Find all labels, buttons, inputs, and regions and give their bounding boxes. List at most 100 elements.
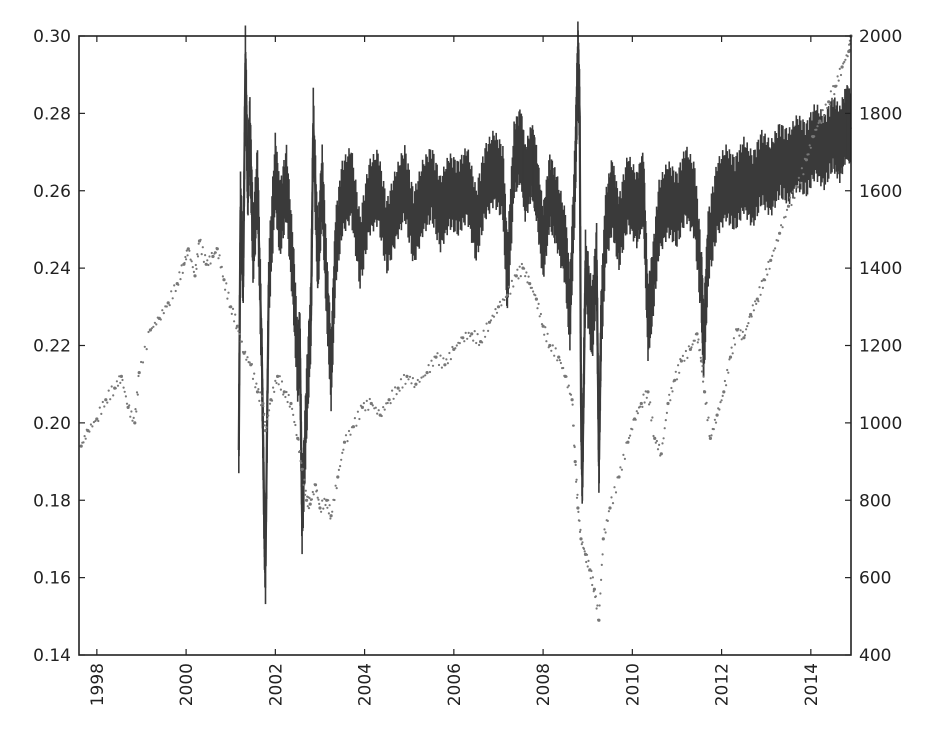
data-point-fill <box>553 354 556 357</box>
data-point-fill <box>245 358 248 361</box>
data-point-fill <box>562 366 565 370</box>
data-point-fill <box>224 288 227 291</box>
data-point <box>722 390 726 394</box>
data-point-fill <box>155 323 158 326</box>
data-point <box>576 506 580 510</box>
data-point-fill <box>386 401 389 405</box>
data-point-fill <box>181 271 184 274</box>
data-point-fill <box>523 267 526 270</box>
data-point <box>318 506 322 510</box>
data-point-fill <box>286 400 289 404</box>
data-point-fill <box>613 486 616 489</box>
data-point-fill <box>574 463 577 466</box>
data-point-fill <box>458 342 461 345</box>
data-point-fill <box>545 340 548 343</box>
data-point-fill <box>263 412 266 415</box>
data-point-fill <box>649 401 652 404</box>
data-point <box>360 405 364 409</box>
data-point-fill <box>582 547 586 551</box>
data-point <box>405 374 409 378</box>
data-point <box>425 371 429 375</box>
data-point-fill <box>665 411 669 414</box>
data-point-fill <box>199 238 202 241</box>
data-point-fill <box>809 146 812 149</box>
data-point-fill <box>220 265 223 268</box>
data-point-fill <box>233 320 236 323</box>
left-tick-label: 0.16 <box>33 569 71 589</box>
data-point-fill <box>293 420 296 424</box>
data-point-fill <box>221 275 224 278</box>
data-point-fill <box>610 496 613 499</box>
data-point-fill <box>349 433 352 436</box>
data-point <box>193 274 197 278</box>
data-point-fill <box>209 262 212 265</box>
data-point-fill <box>161 309 164 312</box>
data-point-fill <box>324 503 327 507</box>
data-point-fill <box>654 441 657 444</box>
data-point-fill <box>91 425 94 428</box>
data-point-fill <box>285 390 288 394</box>
data-point-fill <box>473 330 476 333</box>
data-point <box>396 386 400 390</box>
data-point-fill <box>594 595 598 598</box>
data-point-fill <box>565 375 568 378</box>
data-point-fill <box>291 407 294 410</box>
data-point-fill <box>83 435 86 438</box>
data-point-fill <box>121 378 124 382</box>
data-point-fill <box>265 426 268 429</box>
data-point-fill <box>527 275 530 278</box>
data-point-fill <box>575 480 578 483</box>
data-point-fill <box>367 408 370 411</box>
data-point-fill <box>658 443 661 446</box>
data-point-fill <box>832 85 835 88</box>
data-point-fill <box>677 364 680 367</box>
series-layer <box>79 21 853 622</box>
data-point <box>592 587 597 591</box>
data-point-fill <box>402 373 406 377</box>
data-point-fill <box>145 348 148 351</box>
data-point-fill <box>262 405 265 408</box>
data-point <box>639 401 643 406</box>
data-point-fill <box>670 386 673 390</box>
data-point <box>461 336 465 340</box>
data-point <box>597 618 601 622</box>
data-point-fill <box>206 259 209 262</box>
data-point <box>263 429 268 433</box>
data-point-fill <box>607 510 611 513</box>
data-point <box>666 401 670 406</box>
data-point-fill <box>586 565 589 568</box>
data-point-fill <box>663 427 666 430</box>
data-point-fill <box>567 384 570 387</box>
data-point-fill <box>140 360 143 364</box>
data-point-fill <box>781 226 784 229</box>
data-point-fill <box>116 384 120 387</box>
data-point-fill <box>451 345 454 349</box>
data-point <box>79 444 83 448</box>
data-point <box>276 374 280 378</box>
data-point-fill <box>551 344 554 347</box>
data-point-fill <box>297 438 300 441</box>
data-point-fill <box>278 375 281 378</box>
data-point-fill <box>392 397 395 400</box>
data-point-fill <box>536 307 539 310</box>
data-point-fill <box>448 351 451 355</box>
data-point-fill <box>623 457 627 460</box>
data-point-fill <box>746 325 749 328</box>
data-point <box>699 359 704 363</box>
data-point-fill <box>377 409 380 412</box>
data-point-fill <box>643 401 646 404</box>
data-point-fill <box>573 445 576 449</box>
data-point-fill <box>326 506 329 509</box>
data-point-fill <box>802 173 805 176</box>
data-point-fill <box>210 251 213 255</box>
data-point-fill <box>107 389 110 392</box>
data-point-fill <box>237 330 240 333</box>
data-point-fill <box>469 335 472 338</box>
left-tick-label: 0.20 <box>33 414 71 434</box>
data-point-fill <box>489 319 493 322</box>
right-tick-label: 1400 <box>859 259 902 279</box>
data-point-fill <box>600 578 603 582</box>
data-point-fill <box>316 496 319 499</box>
data-point-fill <box>410 382 413 385</box>
data-point-fill <box>153 321 156 324</box>
